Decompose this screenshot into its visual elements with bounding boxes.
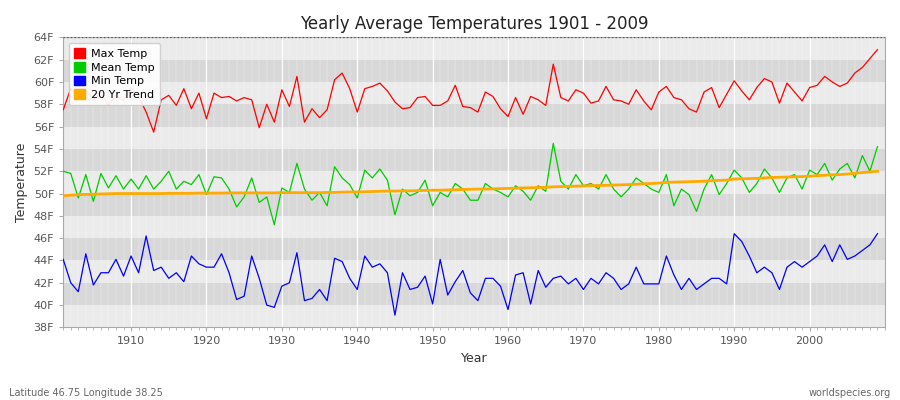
Bar	[63, 82, 885, 104]
Bar	[63, 260, 885, 283]
Legend: Max Temp, Mean Temp, Min Temp, 20 Yr Trend: Max Temp, Mean Temp, Min Temp, 20 Yr Tre…	[68, 43, 160, 106]
Bar	[63, 283, 885, 305]
Title: Yearly Average Temperatures 1901 - 2009: Yearly Average Temperatures 1901 - 2009	[300, 15, 648, 33]
Bar	[63, 126, 885, 149]
Bar	[63, 305, 885, 328]
Text: Latitude 46.75 Longitude 38.25: Latitude 46.75 Longitude 38.25	[9, 388, 163, 398]
Y-axis label: Temperature: Temperature	[15, 143, 28, 222]
Bar	[63, 238, 885, 260]
Bar	[63, 60, 885, 82]
X-axis label: Year: Year	[461, 352, 488, 365]
Bar	[63, 171, 885, 194]
Bar	[63, 149, 885, 171]
Bar	[63, 216, 885, 238]
Bar	[63, 104, 885, 126]
Text: worldspecies.org: worldspecies.org	[809, 388, 891, 398]
Bar	[63, 194, 885, 216]
Bar	[63, 37, 885, 60]
